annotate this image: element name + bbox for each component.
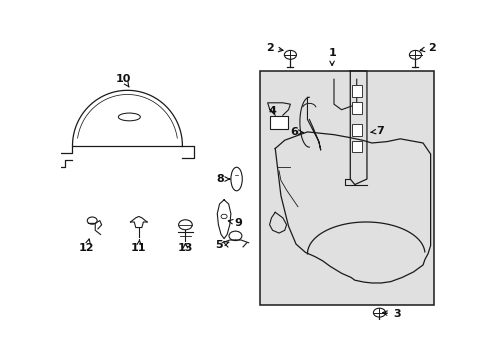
Bar [351, 102, 362, 114]
Bar [260, 71, 433, 305]
Text: 2: 2 [419, 43, 435, 53]
Text: 9: 9 [228, 218, 242, 228]
Text: 10: 10 [116, 74, 131, 87]
Text: 4: 4 [268, 106, 276, 116]
Bar [269, 116, 287, 129]
Text: 13: 13 [177, 243, 193, 253]
Text: 11: 11 [131, 240, 146, 253]
Bar [351, 141, 362, 152]
Bar [351, 85, 362, 97]
Text: 5: 5 [215, 240, 228, 250]
Text: 7: 7 [370, 126, 384, 136]
Text: 1: 1 [327, 48, 335, 66]
Text: 12: 12 [79, 239, 95, 253]
Text: 2: 2 [266, 43, 283, 53]
Text: 3: 3 [382, 309, 400, 319]
Text: 6: 6 [289, 127, 303, 137]
Bar [351, 124, 362, 136]
Text: 8: 8 [216, 174, 229, 184]
